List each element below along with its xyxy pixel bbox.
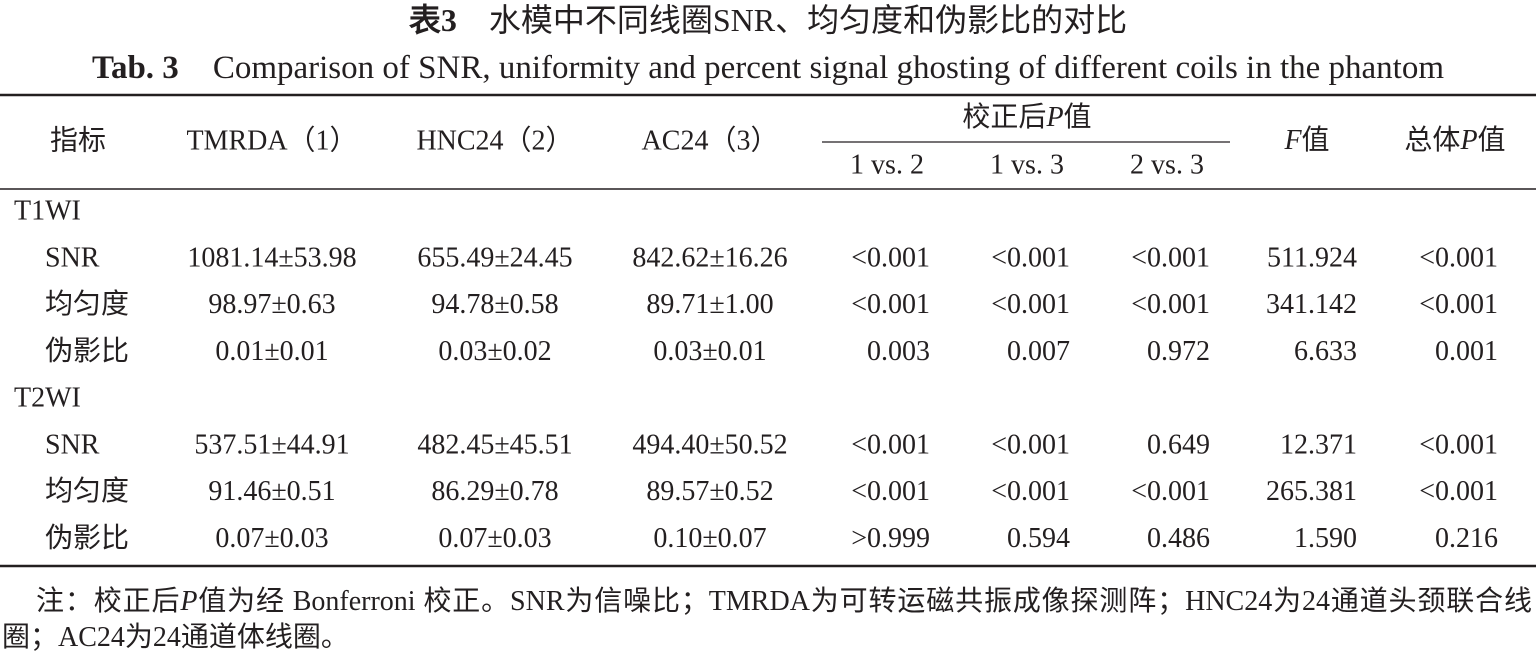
cell: 0.972 xyxy=(1147,336,1210,367)
column-subheader: 1 vs. 2 xyxy=(850,149,924,180)
note-italic: P xyxy=(180,586,198,617)
cell: 89.71±1.00 xyxy=(646,289,773,320)
column-header: 指标 xyxy=(50,124,106,156)
column-subheader: 1 vs. 3 xyxy=(990,149,1064,180)
cell: 0.216 xyxy=(1435,523,1498,554)
cell: <0.001 xyxy=(851,242,930,273)
cell: 0.007 xyxy=(1007,336,1070,367)
cell: <0.001 xyxy=(851,430,930,461)
column-header: HNC24（2） xyxy=(416,124,573,156)
cell: 511.924 xyxy=(1267,242,1357,273)
header-run: 校正后 xyxy=(962,101,1046,133)
group-label: T2WI xyxy=(14,383,81,414)
cell: 1.590 xyxy=(1294,523,1357,554)
cell: <0.001 xyxy=(991,430,1070,461)
header-run: P xyxy=(1459,125,1477,156)
cell: <0.001 xyxy=(851,289,930,320)
cell: 12.371 xyxy=(1280,430,1357,461)
table-label-en: Tab. 3 xyxy=(91,50,179,86)
cell: <0.001 xyxy=(851,476,930,507)
column-header: AC24（3） xyxy=(642,124,779,156)
row-label: 均匀度 xyxy=(45,288,129,320)
cell: 0.001 xyxy=(1435,336,1498,367)
cell: 0.03±0.01 xyxy=(653,336,766,367)
row-label: SNR xyxy=(45,430,100,461)
cell: 0.649 xyxy=(1147,430,1210,461)
column-group-header: 校正后P值 xyxy=(962,101,1091,133)
cell: 537.51±44.91 xyxy=(194,430,349,461)
cell: 0.07±0.03 xyxy=(438,523,551,554)
row-label: 伪影比 xyxy=(45,522,129,554)
header-run: 值 xyxy=(1478,124,1506,156)
cell: <0.001 xyxy=(1131,289,1210,320)
header-run: 值 xyxy=(1302,124,1330,156)
table-label-cn: 表3 xyxy=(408,2,457,38)
cell: 0.003 xyxy=(867,336,930,367)
cell: <0.001 xyxy=(1131,242,1210,273)
cell: <0.001 xyxy=(1419,476,1498,507)
cell: 655.49±24.45 xyxy=(417,242,572,273)
cell: 482.45±45.51 xyxy=(417,430,572,461)
cell: 0.03±0.02 xyxy=(438,336,551,367)
cell: <0.001 xyxy=(1419,430,1498,461)
cell: 265.381 xyxy=(1266,476,1357,507)
cell: 341.142 xyxy=(1266,289,1357,320)
cell: 0.07±0.03 xyxy=(215,523,328,554)
cell: 98.97±0.63 xyxy=(208,289,335,320)
cell: 86.29±0.78 xyxy=(431,476,558,507)
header-run: P xyxy=(1045,102,1063,133)
note-text: 注：校正后 xyxy=(36,586,181,617)
header-run: 值 xyxy=(1064,101,1092,133)
cell: <0.001 xyxy=(1419,242,1498,273)
cell: 91.46±0.51 xyxy=(208,476,335,507)
row-label: 伪影比 xyxy=(45,335,129,367)
title-en: Tab. 3 Comparison of SNR, uniformity and … xyxy=(0,48,1536,88)
cell: <0.001 xyxy=(1131,476,1210,507)
cell: 94.78±0.58 xyxy=(431,289,558,320)
cell: 494.40±50.52 xyxy=(632,430,787,461)
row-label: SNR xyxy=(45,242,100,273)
header-run: 总体 xyxy=(1404,124,1460,156)
note: 注：校正后P值为经 Bonferroni 校正。SNR为信噪比；TMRDA为可转… xyxy=(2,584,1532,656)
cell: 0.01±0.01 xyxy=(215,336,328,367)
title-cn: 表3 水模中不同线圈SNR、均匀度和伪影比的对比 xyxy=(0,0,1536,40)
cell: 0.594 xyxy=(1007,523,1070,554)
cell: >0.999 xyxy=(851,523,930,554)
column-header: F值 xyxy=(1283,124,1329,156)
column-subheader: 2 vs. 3 xyxy=(1130,149,1204,180)
cell: <0.001 xyxy=(991,476,1070,507)
group-label: T1WI xyxy=(14,195,81,226)
row-label: 均匀度 xyxy=(45,475,129,507)
cell: 6.633 xyxy=(1294,336,1357,367)
note-text: 值为经 Bonferroni 校正。SNR为信噪比；TMRDA为可转运磁共振成像… xyxy=(2,586,1532,653)
column-header: TMRDA（1） xyxy=(186,124,357,156)
cell: 1081.14±53.98 xyxy=(187,242,356,273)
title-cn-text: 水模中不同线圈SNR、均匀度和伪影比的对比 xyxy=(488,2,1128,38)
cell: <0.001 xyxy=(1419,289,1498,320)
cell: 89.57±0.52 xyxy=(646,476,773,507)
cell: 0.10±0.07 xyxy=(653,523,766,554)
cell: <0.001 xyxy=(991,242,1070,273)
cell: 842.62±16.26 xyxy=(632,242,787,273)
header-run: F xyxy=(1283,125,1302,156)
cell: <0.001 xyxy=(991,289,1070,320)
title-en-text: Comparison of SNR, uniformity and percen… xyxy=(212,50,1445,86)
column-header: 总体P值 xyxy=(1404,124,1505,156)
cell: 0.486 xyxy=(1147,523,1210,554)
